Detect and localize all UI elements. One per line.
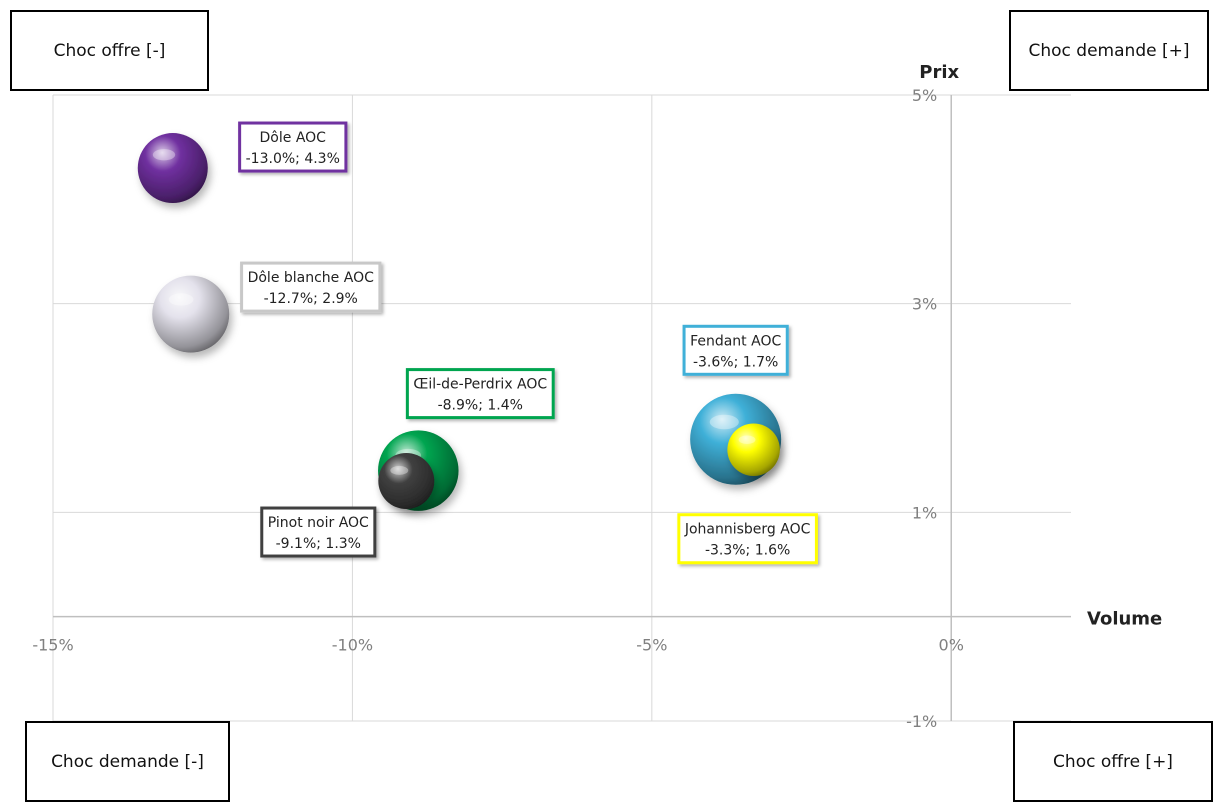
data-label-dole-blanche-aoc: Dôle blanche AOC -12.7%; 2.9% <box>240 261 382 313</box>
data-label-box <box>260 506 377 558</box>
data-label-value: -12.7%; 2.9% <box>264 291 358 307</box>
data-label-name: Œil-de-Perdrix AOC <box>413 377 547 393</box>
x-axis-title: Volume <box>1087 609 1162 630</box>
data-label-dole-aoc: Dôle AOC -13.0%; 4.3% <box>238 121 348 173</box>
data-label-name: Fendant AOC <box>690 333 781 349</box>
data-label-pinot-noir-aoc: Pinot noir AOC -9.1%; 1.3% <box>260 506 377 558</box>
data-label-box <box>240 261 382 313</box>
y-tick-label: -1% <box>906 712 937 731</box>
bubble-highlight <box>168 293 194 306</box>
data-label-name: Dôle blanche AOC <box>248 270 375 286</box>
data-label-johannisberg-aoc: Johannisberg AOC -3.3%; 1.6% <box>677 513 818 565</box>
data-label-value: -13.0%; 4.3% <box>246 151 340 167</box>
data-label-value: -3.3%; 1.6% <box>705 543 790 559</box>
x-tick-label: -10% <box>332 636 373 655</box>
quadrant-label-top-left: Choc offre [-] <box>10 10 209 91</box>
data-label-name: Johannisberg AOC <box>684 522 811 538</box>
bubble-dole-blanche-aoc <box>152 275 230 353</box>
data-label-box <box>405 368 555 420</box>
axis-layer: -15% -10% -5% 0% 5% 3% 1% -1% Volume Prix <box>32 62 1162 731</box>
data-label-oeil-de-perdrix-aoc: Œil-de-Perdrix AOC -8.9%; 1.4% <box>405 368 555 420</box>
bubble-layer <box>137 133 782 511</box>
bubble-highlight <box>738 435 756 444</box>
y-axis-title: Prix <box>919 62 959 83</box>
x-tick-label: 0% <box>939 636 964 655</box>
data-label-fendant-aoc: Fendant AOC -3.6%; 1.7% <box>682 324 789 376</box>
label-layer: Dôle AOC -13.0%; 4.3% Dôle blanche AOC -12.… <box>238 121 818 565</box>
data-label-value: -8.9%; 1.4% <box>438 398 523 414</box>
quadrant-label-bottom-left: Choc demande [-] <box>25 721 230 802</box>
quadrant-label-bottom-right: Choc offre [+] <box>1013 721 1213 802</box>
bubble-dole-aoc <box>137 133 208 204</box>
data-label-value: -9.1%; 1.3% <box>276 536 361 552</box>
data-label-name: Dôle AOC <box>260 130 327 146</box>
y-tick-label: 1% <box>912 503 937 522</box>
data-label-box <box>677 513 818 565</box>
quadrant-label-top-right: Choc demande [+] <box>1009 10 1209 91</box>
bubble-highlight <box>709 414 739 430</box>
x-tick-label: -15% <box>32 636 73 655</box>
bubble-highlight <box>152 149 176 161</box>
y-tick-label: 5% <box>912 86 937 105</box>
data-label-name: Pinot noir AOC <box>268 515 369 531</box>
bubble-johannisberg-aoc <box>727 423 780 476</box>
data-label-box <box>238 121 348 173</box>
y-tick-label: 3% <box>912 295 937 314</box>
bubble-pinot-noir-aoc <box>378 453 435 510</box>
data-label-box <box>682 324 789 376</box>
bubble-highlight <box>390 465 409 475</box>
x-tick-label: -5% <box>636 636 667 655</box>
data-label-value: -3.6%; 1.7% <box>693 354 778 370</box>
grid-layer <box>52 94 1071 722</box>
